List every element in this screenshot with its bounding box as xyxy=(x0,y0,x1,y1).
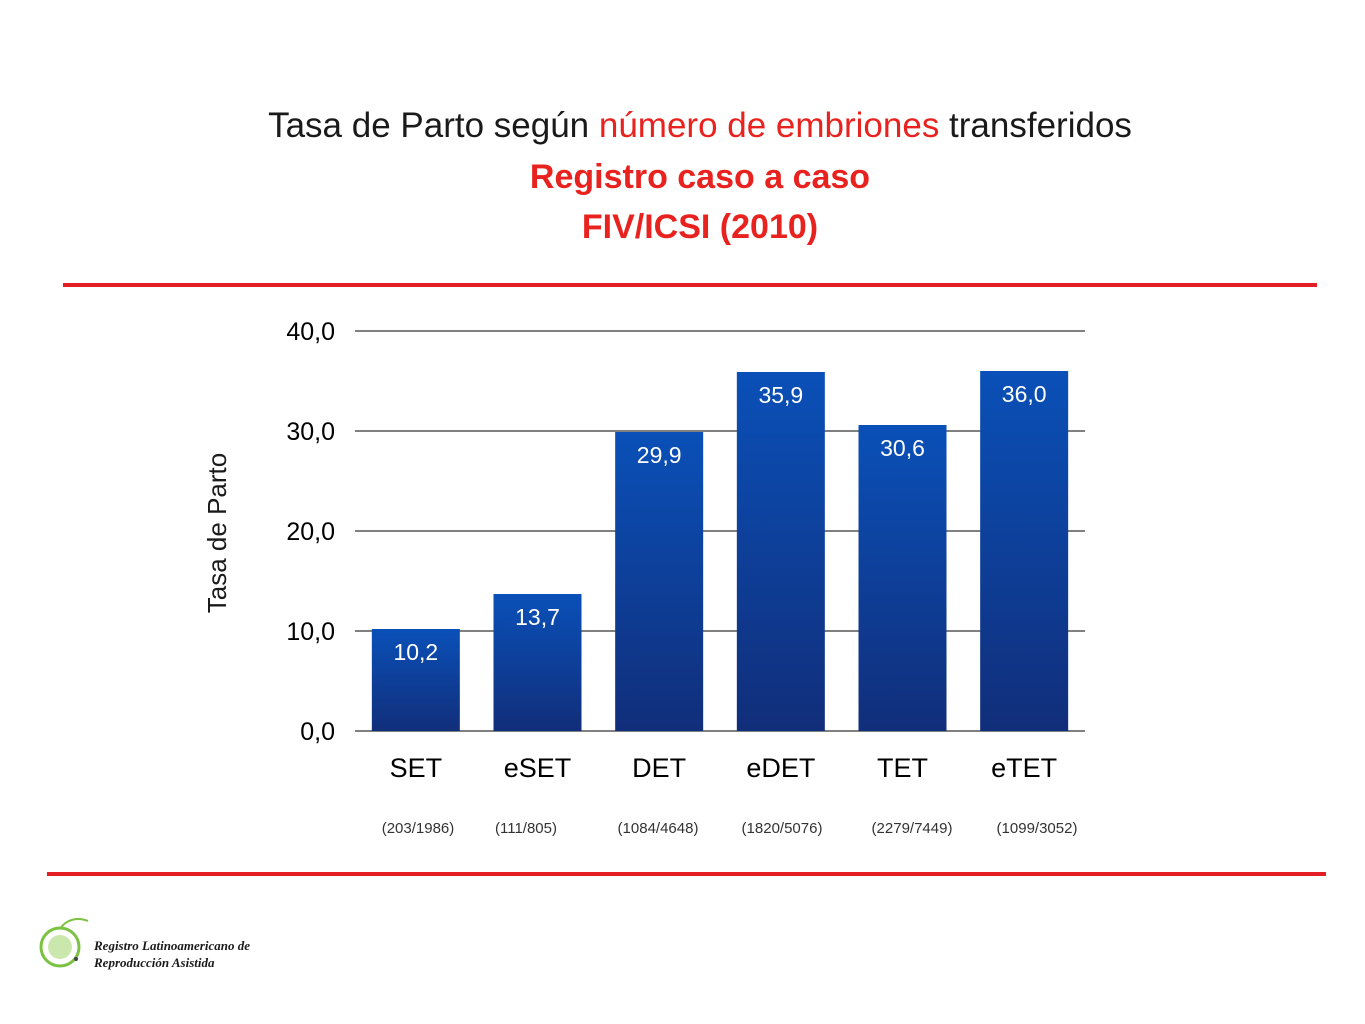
ratio-label: (1820/5076) xyxy=(741,820,823,837)
y-tick-label: 30,0 xyxy=(286,418,335,446)
x-category-label: SET xyxy=(390,753,443,783)
sprout-circle-icon xyxy=(39,918,89,968)
ratio-label: (2279/7449) xyxy=(871,820,953,837)
logo-line-2: Reproducción Asistida xyxy=(94,955,215,970)
bar xyxy=(980,371,1069,731)
ratio-label: (203/1986) xyxy=(381,820,455,837)
bar-value-label: 10,2 xyxy=(393,639,438,665)
sample-ratios: (203/1986) (111/805) (1084/4648) (1820/5076… xyxy=(0,820,1365,844)
title-highlight: número de embriones xyxy=(598,106,940,145)
bar-value-label: 30,6 xyxy=(880,435,925,461)
bar-value-label: 13,7 xyxy=(515,604,560,630)
bar-value-label: 36,0 xyxy=(1002,381,1047,407)
ratio-label: (1084/4648) xyxy=(617,820,699,837)
x-category-label: DET xyxy=(632,753,686,783)
bar xyxy=(736,372,825,731)
subtitle-period: FIV/ICSI (2010) xyxy=(581,208,819,246)
title-line-1: Tasa de Parto según número de embriones … xyxy=(268,106,1132,145)
bar xyxy=(858,425,947,731)
bar-value-label: 29,9 xyxy=(637,442,682,468)
x-category-label: eSET xyxy=(504,753,572,783)
y-tick-label: 0,0 xyxy=(300,718,335,746)
bottom-divider xyxy=(47,872,1326,876)
bar xyxy=(493,594,582,731)
top-divider xyxy=(63,283,1317,287)
y-axis-title: Tasa de Parto xyxy=(202,453,232,613)
x-category-label: TET xyxy=(877,753,928,783)
ratio-label: (1099/3052) xyxy=(996,820,1078,837)
subtitle-registry: Registro caso a caso xyxy=(529,158,871,196)
registry-logo: Registro Latinoamericano de Reproducción… xyxy=(36,915,276,975)
x-category-label: eTET xyxy=(991,753,1057,783)
ratio-label: (111/805) xyxy=(495,820,557,837)
chart-title: Tasa de Parto según número de embriones … xyxy=(0,100,1365,252)
logo-line-1: Registro Latinoamericano de xyxy=(94,938,250,953)
x-category-label: eDET xyxy=(746,753,815,783)
bar xyxy=(615,432,704,731)
bar xyxy=(371,629,460,731)
y-tick-label: 10,0 xyxy=(286,618,335,646)
y-tick-label: 40,0 xyxy=(286,318,335,346)
bar-value-label: 35,9 xyxy=(758,382,803,408)
y-tick-label: 20,0 xyxy=(286,518,335,546)
